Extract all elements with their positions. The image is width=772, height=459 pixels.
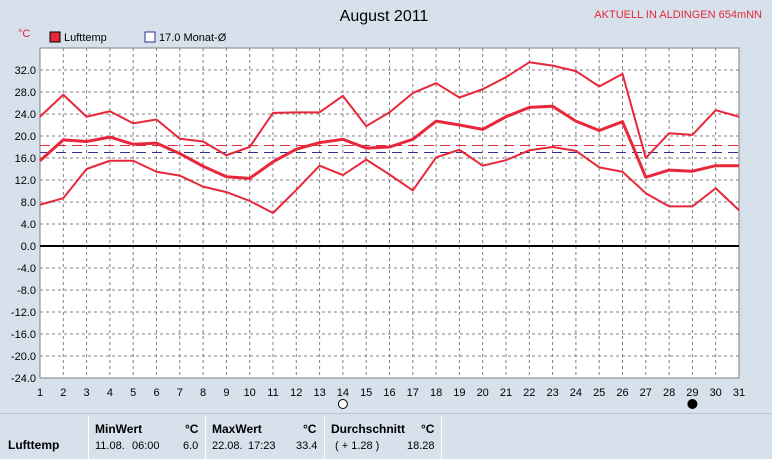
- y-tick-label: -8.0: [17, 285, 36, 297]
- x-tick-label: 6: [153, 387, 159, 399]
- x-tick-label: 2: [60, 387, 66, 399]
- y-tick-label: 16.0: [15, 153, 36, 165]
- stats-min-unit: °C: [185, 422, 199, 436]
- stats-min-date: 11.08.: [95, 440, 125, 452]
- y-tick-label: -24.0: [11, 373, 36, 385]
- x-tick-label: 15: [360, 387, 372, 399]
- x-tick-label: 24: [570, 387, 582, 399]
- x-tick-label: 18: [430, 387, 442, 399]
- y-tick-label: 20.0: [15, 131, 36, 143]
- series-line-min: [39, 146, 740, 214]
- stats-max-unit: °C: [303, 422, 317, 436]
- x-tick-label: 26: [616, 387, 628, 399]
- stats-max-header: MaxWert: [212, 422, 262, 436]
- x-axis: 1 2 3 4 5 6 7 8 9 10 11 12 13 14 15 16 17 18 19 20 21 22 23 24 2…: [37, 387, 745, 399]
- stats-row-label: Lufttemp: [8, 438, 60, 452]
- stats-avg-header: Durchschnitt: [331, 422, 406, 436]
- x-tick-label: 30: [710, 387, 722, 399]
- statistics-panel: Lufttemp MinWert °C 11.08. 06:00 6.0 Max…: [0, 413, 772, 459]
- chart-title: August 2011: [340, 8, 429, 25]
- x-tick-label: 9: [223, 387, 229, 399]
- x-tick-label: 10: [244, 387, 256, 399]
- stats-min-cell: MinWert °C 11.08. 06:00 6.0: [89, 416, 205, 459]
- y-axis: 32.0 28.0 24.0 20.0 16.0 12.0 8.0 4.0 0.0 -4.0 -8.…: [11, 65, 36, 385]
- stats-avg-value: 18.28: [407, 440, 435, 452]
- y-tick-label: -12.0: [11, 307, 36, 319]
- x-tick-label: 1: [37, 387, 43, 399]
- stats-avg-delta: ( + 1.28 ): [335, 440, 380, 452]
- x-tick-label: 20: [477, 387, 489, 399]
- x-tick-label: 8: [200, 387, 206, 399]
- stats-max-value: 33.4: [296, 440, 318, 452]
- x-tick-label: 25: [593, 387, 605, 399]
- stats-min-header: MinWert: [95, 422, 143, 436]
- y-tick-label: -20.0: [11, 351, 36, 363]
- temperature-chart: August 2011 AKTUELL IN ALDINGEN 654mNN °…: [11, 8, 762, 409]
- x-tick-label: 27: [640, 387, 652, 399]
- y-tick-label: 24.0: [15, 109, 36, 121]
- stats-avg-cell: Durchschnitt °C ( + 1.28 ) 18.28: [325, 416, 441, 459]
- legend-mean-swatch: [144, 31, 156, 43]
- x-tick-label: 22: [523, 387, 535, 399]
- y-tick-label: 8.0: [21, 197, 36, 209]
- x-tick-label: 4: [107, 387, 113, 399]
- legend-series-swatch: [49, 31, 61, 43]
- x-tick-label: 29: [686, 387, 698, 399]
- y-tick-label: -16.0: [11, 329, 36, 341]
- stats-min-time: 06:00: [132, 440, 160, 452]
- y-axis-unit: °C: [18, 28, 30, 40]
- x-tick-label: 3: [84, 387, 90, 399]
- legend: Lufttemp 17.0 Monat-Ø: [49, 31, 227, 44]
- moon-markers: [337, 399, 698, 409]
- station-label: AKTUELL IN ALDINGEN 654mNN: [594, 9, 762, 21]
- series: [38, 61, 740, 214]
- x-tick-label: 17: [407, 387, 419, 399]
- moon-phase-icon: [337, 399, 348, 409]
- legend-mean-label: 17.0 Monat-Ø: [159, 32, 227, 44]
- x-tick-label: 28: [663, 387, 675, 399]
- series-line-max: [39, 61, 740, 159]
- stats-min-value: 6.0: [183, 440, 199, 452]
- y-tick-label: 28.0: [15, 87, 36, 99]
- y-tick-label: 4.0: [21, 219, 36, 231]
- reference-lines: [40, 144, 739, 153]
- y-tick-label: 32.0: [15, 65, 36, 77]
- x-tick-label: 14: [337, 387, 349, 399]
- y-tick-label: 0.0: [21, 241, 36, 253]
- x-tick-label: 5: [130, 387, 136, 399]
- stats-max-cell: MaxWert °C 22.08. 17:23 33.4: [206, 416, 324, 459]
- stats-avg-unit: °C: [421, 422, 435, 436]
- y-tick-label: -4.0: [17, 263, 36, 275]
- y-tick-label: 12.0: [15, 175, 36, 187]
- x-tick-label: 21: [500, 387, 512, 399]
- x-tick-label: 31: [733, 387, 745, 399]
- x-tick-label: 12: [290, 387, 302, 399]
- stats-max-date: 22.08.: [212, 440, 243, 452]
- x-tick-label: 19: [453, 387, 465, 399]
- x-tick-label: 7: [177, 387, 183, 399]
- series-line-avg: [38, 104, 739, 180]
- x-tick-label: 13: [313, 387, 325, 399]
- stats-max-time: 17:23: [248, 440, 276, 452]
- new-moon-icon: [687, 399, 698, 409]
- x-tick-label: 23: [546, 387, 558, 399]
- legend-series-label: Lufttemp: [64, 32, 107, 44]
- x-tick-label: 16: [383, 387, 395, 399]
- x-tick-label: 11: [267, 387, 278, 399]
- grid: [40, 48, 739, 379]
